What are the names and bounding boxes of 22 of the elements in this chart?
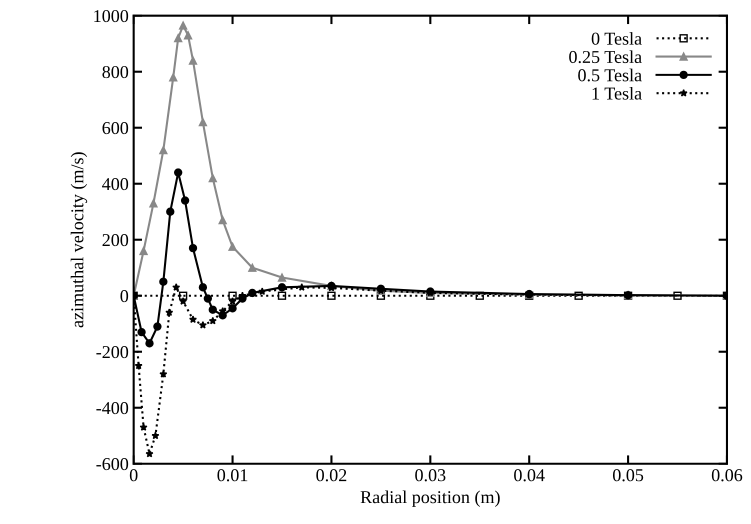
y-tick-label: 800 (102, 66, 128, 78)
x-tick-label: 0.04 (514, 469, 545, 482)
y-tick-label: -600 (96, 458, 128, 470)
legend-label: 1 Tesla (592, 86, 642, 100)
y-tick-label: 400 (102, 178, 128, 190)
x-tick-label: 0.02 (316, 469, 346, 482)
x-tick-label: 0.01 (217, 469, 248, 482)
y-tick-label: 600 (102, 122, 128, 134)
x-tick-label: 0.03 (415, 469, 446, 482)
y-tick-label: -400 (96, 402, 128, 414)
y-tick-label: 200 (102, 234, 128, 246)
legend-label: 0 Tesla (592, 32, 642, 45)
x-tick-label: 0 (130, 469, 138, 482)
x-tick-label: 0.06 (712, 469, 742, 482)
y-tick-label: 0 (120, 290, 128, 302)
x-axis-title: Radial position (m) (360, 490, 500, 507)
x-tick-label: 0.05 (612, 469, 644, 482)
y-tick-label: -200 (96, 346, 128, 358)
legend-label: 0.5 Tesla (578, 68, 642, 82)
y-tick-label: 1000 (94, 10, 128, 22)
legend-label: 0.25 Tesla (569, 50, 642, 64)
y-axis-title: azimuthal velocity (m/s) (70, 152, 88, 328)
